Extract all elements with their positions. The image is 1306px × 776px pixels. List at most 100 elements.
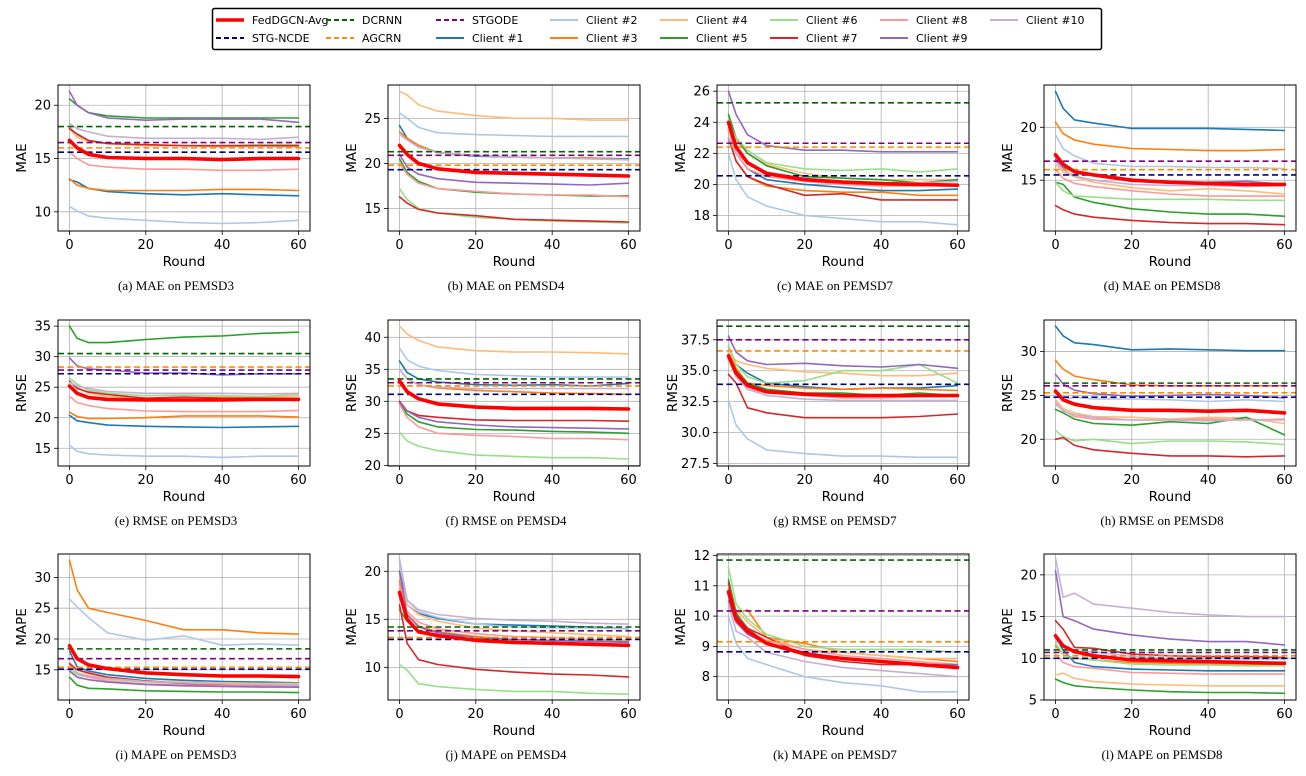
x-tick-label: 20 [138, 707, 155, 722]
legend-label-client-7: Client #7 [806, 32, 858, 45]
series-line-client-3 [68, 411, 300, 420]
x-tick-label: 20 [1124, 473, 1141, 488]
plot-area [1044, 325, 1296, 458]
x-tick-label: 40 [873, 473, 890, 488]
y-tick-label: 20 [364, 157, 381, 172]
series-line-feddgcn-avg [397, 590, 631, 648]
legend-entry-client-1: Client #1 [436, 32, 524, 45]
legend-label-client-9: Client #9 [916, 32, 968, 45]
y-tick-label: 24 [693, 116, 710, 131]
series-line-client-9 [1054, 569, 1286, 646]
series-line-client-8 [68, 395, 300, 413]
x-tick-label: 60 [1276, 707, 1293, 722]
legend: FedDGCN-Avg STG-NCDE DCRNN AGCRN STGODE Clien… [211, 7, 1103, 51]
x-tick-label: 0 [395, 707, 403, 722]
series-line-client-5 [1054, 181, 1286, 217]
series-line-client-9 [727, 90, 959, 153]
y-tick-label: 25 [1020, 389, 1037, 404]
x-tick-label: 20 [468, 473, 485, 488]
y-axis-label: MAPE [673, 608, 689, 646]
series-line-client-4 [398, 324, 630, 355]
series-line-client-1 [1054, 90, 1286, 132]
legend-label-client-8: Client #8 [916, 14, 968, 27]
series-line-client-6 [727, 566, 959, 654]
legend-entry-client-2: Client #2 [550, 14, 638, 27]
x-axis-label: Round [822, 489, 865, 505]
x-tick-label: 40 [214, 238, 231, 253]
series-line-client-6 [727, 345, 959, 384]
x-tick-label: 0 [395, 238, 403, 253]
legend-entry-stg-ncde: STG-NCDE [216, 32, 310, 45]
y-tick-label: 15 [34, 663, 51, 678]
y-axis-label: MAE [673, 143, 689, 172]
y-tick-label: 25 [364, 427, 381, 442]
y-tick-label: 9 [702, 640, 710, 655]
y-tick-label: 15 [34, 152, 51, 167]
x-tick-label: 40 [1200, 238, 1217, 253]
x-tick-label: 20 [1124, 707, 1141, 722]
subplot-caption: (c) MAE on PEMSD7 [777, 278, 893, 293]
legend-entry-client-7: Client #7 [770, 32, 858, 45]
series-line-client-4 [1054, 398, 1286, 425]
legend-entry-client-8: Client #8 [880, 14, 968, 27]
axes-frame [716, 84, 970, 232]
y-tick-label: 15 [364, 202, 381, 217]
subplot-caption: (f) RMSE on PEMSD4 [446, 513, 567, 528]
x-tick-label: 40 [214, 707, 231, 722]
plot-area [717, 559, 969, 693]
subplot-caption: (g) RMSE on PEMSD7 [773, 513, 897, 528]
x-tick-label: 60 [620, 707, 637, 722]
series-line-client-1 [398, 360, 630, 387]
plot-area [1044, 90, 1296, 226]
x-tick-label: 60 [290, 707, 307, 722]
x-tick-label: 60 [949, 238, 966, 253]
y-axis-label: MAPE [1000, 608, 1016, 646]
series-line-client-7 [68, 127, 300, 147]
series-line-client-6 [1054, 429, 1286, 446]
subplot-caption: (e) RMSE on PEMSD3 [115, 513, 237, 528]
y-tick-label: 20 [1020, 433, 1037, 448]
y-tick-label: 20 [364, 459, 381, 474]
subplot-e: 0 20 40 60 15 20 25 30 35 Round RMSE (e) RMSE on PE… [14, 319, 311, 528]
series-line-client-4 [398, 575, 630, 638]
series-line-client-8 [727, 591, 959, 666]
series-line-client-2 [398, 347, 630, 378]
legend-entry-client-10: Client #10 [990, 14, 1085, 27]
series-line-client-4 [727, 129, 959, 181]
y-tick-label: 10 [693, 610, 710, 625]
series-line-client-2 [68, 205, 300, 225]
x-tick-label: 0 [65, 707, 73, 722]
x-tick-label: 40 [873, 707, 890, 722]
series-line-client-8 [68, 151, 300, 172]
plot-area [1044, 557, 1296, 695]
axes-frame [387, 319, 641, 467]
series-line-client-1 [1054, 325, 1286, 352]
x-tick-label: 40 [1200, 473, 1217, 488]
subplot-caption: (a) MAE on PEMSD3 [118, 278, 234, 293]
plot-area [717, 325, 969, 459]
x-tick-label: 60 [949, 707, 966, 722]
series-line-client-8 [398, 162, 630, 198]
y-tick-label: 30 [1020, 345, 1037, 360]
subplot-b: 0 20 40 60 15 20 25 Round MAE (b) MAE on PEMSD4 [344, 84, 641, 293]
plot-area [717, 90, 969, 226]
x-tick-label: 0 [724, 473, 732, 488]
series-line-feddgcn-avg [726, 590, 960, 670]
y-tick-label: 5 [1029, 694, 1037, 709]
x-axis-label: Round [163, 489, 206, 505]
subplot-caption: (l) MAPE on PEMSD8 [1102, 747, 1223, 762]
y-tick-label: 40 [364, 331, 381, 346]
series-line-client-6 [398, 663, 630, 696]
x-axis-label: Round [493, 723, 536, 739]
x-axis-label: Round [493, 489, 536, 505]
x-tick-label: 40 [214, 473, 231, 488]
x-tick-label: 20 [797, 238, 814, 253]
x-tick-label: 60 [290, 238, 307, 253]
plot-area [58, 90, 310, 225]
y-tick-label: 20 [364, 565, 381, 580]
legend-entry-client-6: Client #6 [770, 14, 858, 27]
series-line-client-7 [398, 196, 630, 223]
plot-area [58, 325, 310, 459]
series-line-feddgcn-avg [397, 143, 631, 178]
legend-entry-feddgcn-avg: FedDGCN-Avg [216, 14, 328, 27]
